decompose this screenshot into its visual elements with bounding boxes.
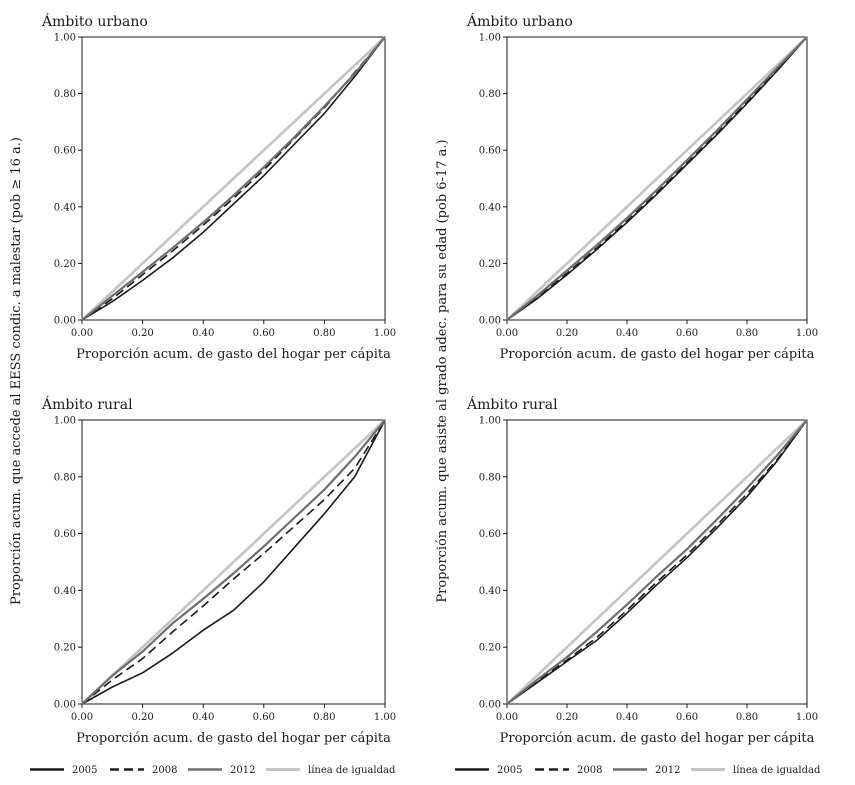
y-tick-label: 1.00 bbox=[479, 416, 501, 427]
x-tick-label: 1.00 bbox=[796, 712, 818, 723]
x-axis-label: Proporción acum. de gasto del hogar per … bbox=[76, 731, 391, 746]
y-tick-label: 0.40 bbox=[479, 586, 501, 597]
x-tick-label: 0.20 bbox=[131, 328, 153, 339]
chart-panel-1: Ámbito urbano 0.00 0.20 0.40 0.60 0.80 1.00 0.0… bbox=[41, 12, 396, 362]
x-tick-label: 1.00 bbox=[374, 712, 396, 723]
plot-frame bbox=[81, 419, 386, 705]
series-line-2008 bbox=[506, 36, 808, 321]
x-tick-label: 1.00 bbox=[374, 328, 396, 339]
y-tick-label: 0.20 bbox=[479, 259, 501, 270]
y-tick-label: 0.00 bbox=[54, 700, 76, 711]
x-tick-label: 0.80 bbox=[736, 328, 758, 339]
y-axis-label-left: Proporción acum. que accede al EESS cond… bbox=[9, 137, 24, 605]
x-tick-label: 0.80 bbox=[313, 328, 335, 339]
legend-label: 2005 bbox=[72, 765, 97, 776]
x-tick-label: 1.00 bbox=[796, 328, 818, 339]
series-line-2012 bbox=[81, 419, 386, 705]
y-tick-label: 0.60 bbox=[479, 529, 501, 540]
legend-left: 2005 2008 2012 línea de igualdad bbox=[30, 765, 396, 776]
legend-label: línea de igualdad bbox=[308, 765, 396, 776]
x-axis-label: Proporción acum. de gasto del hogar per … bbox=[76, 347, 391, 362]
chart-panel-2: Ámbito urbano 0.00 0.20 0.40 0.60 0.80 1.00 0.0… bbox=[466, 12, 818, 362]
x-tick-label: 0.80 bbox=[736, 712, 758, 723]
panel-title: Ámbito urbano bbox=[466, 12, 573, 30]
x-tick-label: 0.00 bbox=[71, 328, 93, 339]
y-tick-label: 0.80 bbox=[479, 89, 501, 100]
series-line-2012 bbox=[81, 36, 386, 321]
legend-label: 2008 bbox=[577, 765, 602, 776]
y-tick-label: 0.80 bbox=[54, 89, 76, 100]
chart-panel-3: Ámbito rural 0.00 0.20 0.40 0.60 0.80 1.00 0.00… bbox=[41, 395, 396, 746]
plot-frame bbox=[81, 36, 386, 321]
y-tick-label: 0.00 bbox=[479, 316, 501, 327]
series-line-línea-de-igualdad bbox=[506, 419, 808, 705]
x-tick-label: 0.60 bbox=[676, 712, 698, 723]
y-tick-label: 0.40 bbox=[54, 586, 76, 597]
x-tick-label: 0.00 bbox=[496, 712, 518, 723]
legend-label: 2005 bbox=[497, 765, 522, 776]
y-tick-label: 0.00 bbox=[479, 700, 501, 711]
y-tick-label: 0.60 bbox=[54, 529, 76, 540]
x-tick-label: 0.00 bbox=[496, 328, 518, 339]
y-tick-label: 0.40 bbox=[479, 202, 501, 213]
y-tick-label: 0.20 bbox=[54, 259, 76, 270]
legend-label: 2012 bbox=[655, 765, 680, 776]
x-tick-label: 0.40 bbox=[616, 712, 638, 723]
y-tick-label: 0.60 bbox=[479, 146, 501, 157]
x-tick-label: 0.40 bbox=[192, 328, 214, 339]
x-tick-label: 0.00 bbox=[71, 712, 93, 723]
x-tick-label: 0.60 bbox=[676, 328, 698, 339]
x-tick-label: 0.20 bbox=[556, 328, 578, 339]
x-tick-label: 0.60 bbox=[253, 712, 275, 723]
y-tick-label: 0.20 bbox=[54, 643, 76, 654]
y-tick-label: 1.00 bbox=[479, 33, 501, 44]
legend-label: 2008 bbox=[152, 765, 177, 776]
plot-frame bbox=[506, 36, 808, 321]
y-tick-label: 1.00 bbox=[54, 416, 76, 427]
legend-label: línea de igualdad bbox=[733, 765, 821, 776]
legend-right: 2005 2008 2012 línea de igualdad bbox=[455, 765, 821, 776]
y-tick-label: 0.80 bbox=[479, 472, 501, 483]
panel-title: Ámbito rural bbox=[41, 395, 133, 413]
series-line-2005 bbox=[81, 36, 386, 321]
y-tick-label: 0.80 bbox=[54, 472, 76, 483]
y-tick-label: 1.00 bbox=[54, 33, 76, 44]
series-line-2008 bbox=[506, 419, 808, 705]
series-line-2005 bbox=[506, 419, 808, 705]
y-tick-label: 0.40 bbox=[54, 202, 76, 213]
plot-frame bbox=[506, 419, 808, 705]
series-line-2008 bbox=[81, 419, 386, 705]
x-tick-label: 0.20 bbox=[556, 712, 578, 723]
y-tick-label: 0.60 bbox=[54, 146, 76, 157]
x-tick-label: 0.40 bbox=[616, 328, 638, 339]
y-tick-label: 0.20 bbox=[479, 643, 501, 654]
x-tick-label: 0.80 bbox=[313, 712, 335, 723]
y-tick-label: 0.00 bbox=[54, 316, 76, 327]
legend-label: 2012 bbox=[230, 765, 255, 776]
chart-panel-4: Ámbito rural 0.00 0.20 0.40 0.60 0.80 1.00 0.00… bbox=[466, 395, 818, 746]
series-line-línea-de-igualdad bbox=[81, 419, 386, 705]
series-line-2005 bbox=[81, 419, 386, 705]
series-line-línea-de-igualdad bbox=[506, 36, 808, 321]
x-tick-label: 0.40 bbox=[192, 712, 214, 723]
series-line-2005 bbox=[506, 36, 808, 321]
x-tick-label: 0.60 bbox=[253, 328, 275, 339]
x-axis-label: Proporción acum. de gasto del hogar per … bbox=[500, 347, 815, 362]
x-tick-label: 0.20 bbox=[131, 712, 153, 723]
series-line-línea-de-igualdad bbox=[81, 36, 386, 321]
x-axis-label: Proporción acum. de gasto del hogar per … bbox=[500, 731, 815, 746]
panel-title: Ámbito urbano bbox=[41, 12, 148, 30]
panel-title: Ámbito rural bbox=[466, 395, 558, 413]
y-axis-label-right: Proporción acum. que asiste al grado ade… bbox=[435, 139, 450, 602]
series-line-2012 bbox=[506, 419, 808, 705]
series-line-2012 bbox=[506, 36, 808, 321]
